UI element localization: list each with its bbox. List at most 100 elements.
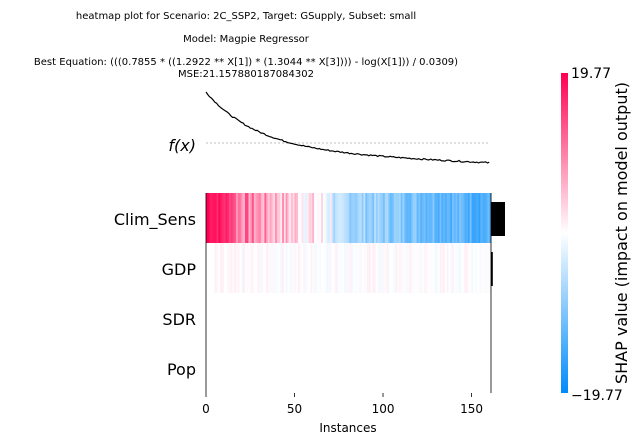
heat-cell-gdp-93 [370, 243, 373, 293]
heat-cell-gdp-105 [391, 243, 395, 293]
heat-cell-gdp-143 [459, 243, 462, 293]
heat-cell-gdp-25 [250, 243, 253, 293]
heat-cell-gdp-39 [275, 243, 278, 293]
heat-cell-gdp-12 [227, 243, 230, 293]
heat-cell-gdp-4 [213, 243, 216, 293]
heat-cell-gdp-24 [248, 243, 251, 293]
heat-cell-clim-sens-63 [317, 193, 320, 243]
heat-cell-clim-sens-127 [430, 193, 433, 243]
heat-cell-clim-sens-36 [269, 193, 272, 243]
heat-cell-gdp-142 [457, 243, 460, 293]
heat-cell-clim-sens-87 [360, 193, 363, 243]
heat-cell-clim-sens-94 [372, 193, 375, 243]
title-line-4: MSE:21.157880187084302 [178, 69, 314, 80]
heat-cell-clim-sens-62 [315, 193, 318, 243]
heat-cell-gdp-35 [267, 243, 271, 293]
heat-cell-clim-sens-153 [476, 193, 480, 243]
heat-cell-clim-sens-123 [423, 193, 426, 243]
heat-cell-clim-sens-24 [248, 193, 251, 243]
heat-cell-clim-sens-20 [241, 193, 244, 243]
heat-cell-gdp-104 [390, 243, 393, 293]
heat-cell-clim-sens-120 [418, 193, 421, 243]
heat-cell-clim-sens-47 [289, 193, 292, 243]
heat-cell-gdp-124 [425, 243, 428, 293]
heat-cell-clim-sens-100 [383, 193, 386, 243]
heat-cell-clim-sens-116 [411, 193, 414, 243]
x-tick-label-0: 0 [202, 402, 210, 416]
heat-cell-gdp-41 [278, 243, 281, 293]
heat-cell-gdp-92 [368, 243, 372, 293]
heat-cell-gdp-146 [464, 243, 467, 293]
heat-cell-clim-sens-26 [252, 193, 255, 243]
heat-cell-clim-sens-37 [271, 193, 274, 243]
heat-cell-clim-sens-67 [324, 193, 327, 243]
heat-cell-clim-sens-117 [413, 193, 416, 243]
heat-cell-gdp-28 [255, 243, 258, 293]
heat-cell-clim-sens-143 [459, 193, 462, 243]
heat-cell-clim-sens-125 [427, 193, 430, 243]
colorbar-max-label: 19.77 [571, 66, 611, 82]
heat-cell-gdp-68 [326, 243, 329, 293]
heat-cell-clim-sens-121 [420, 193, 423, 243]
heat-cell-gdp-72 [333, 243, 336, 293]
heat-cell-gdp-10 [223, 243, 226, 293]
heat-cell-clim-sens-104 [390, 193, 393, 243]
heat-cell-gdp-150 [471, 243, 474, 293]
heat-cell-clim-sens-152 [475, 193, 478, 243]
heat-cell-clim-sens-113 [406, 193, 409, 243]
heat-cell-gdp-89 [363, 243, 366, 293]
heat-cell-gdp-157 [483, 243, 487, 293]
heat-cell-gdp-70 [329, 243, 333, 293]
heat-cell-clim-sens-99 [381, 193, 384, 243]
heat-cell-clim-sens-83 [352, 193, 356, 243]
heat-cell-gdp-156 [482, 243, 485, 293]
heat-cell-gdp-18 [237, 243, 241, 293]
heat-cell-clim-sens-4 [213, 193, 216, 243]
heat-cell-clim-sens-53 [299, 193, 302, 243]
heat-cell-gdp-128 [432, 243, 435, 293]
heat-cell-clim-sens-131 [437, 193, 441, 243]
heat-cell-clim-sens-65 [321, 193, 324, 243]
heat-cell-clim-sens-92 [368, 193, 372, 243]
heat-cell-gdp-139 [452, 243, 455, 293]
heat-cell-clim-sens-77 [342, 193, 345, 243]
heat-cell-gdp-6 [216, 243, 219, 293]
heat-cell-gdp-32 [262, 243, 265, 293]
heat-cell-clim-sens-8 [220, 193, 223, 243]
title-line-3: Best Equation: (((0.7855 * ((1.2922 ** X… [34, 57, 458, 68]
heat-cell-gdp-1 [207, 243, 210, 293]
heat-cell-gdp-129 [434, 243, 437, 293]
heat-cell-clim-sens-122 [421, 193, 425, 243]
heat-cell-clim-sens-30 [259, 193, 262, 243]
x-tick-label-3: 150 [460, 402, 483, 416]
heat-cell-clim-sens-136 [446, 193, 449, 243]
heat-cell-clim-sens-58 [308, 193, 311, 243]
heat-cell-clim-sens-158 [485, 193, 488, 243]
heat-cell-clim-sens-89 [363, 193, 366, 243]
heat-cell-gdp-94 [372, 243, 375, 293]
x-axis-label: Instances [319, 421, 376, 435]
heat-cell-gdp-33 [264, 243, 267, 293]
heat-cell-gdp-71 [331, 243, 334, 293]
heat-cell-gdp-26 [252, 243, 255, 293]
heat-cell-gdp-67 [324, 243, 327, 293]
heat-cell-clim-sens-42 [280, 193, 283, 243]
heat-cell-gdp-40 [276, 243, 279, 293]
title-line-1: heatmap plot for Scenario: 2C_SSP2, Targ… [76, 11, 416, 22]
colorbar-min-label: −19.77 [571, 388, 623, 404]
heat-cell-clim-sens-6 [216, 193, 219, 243]
heat-cell-clim-sens-139 [452, 193, 455, 243]
heat-cell-gdp-99 [381, 243, 384, 293]
heat-cell-clim-sens-19 [239, 193, 242, 243]
heat-cell-gdp-20 [241, 243, 244, 293]
heat-cell-gdp-52 [298, 243, 301, 293]
heat-cell-clim-sens-73 [335, 193, 338, 243]
heat-cell-gdp-125 [427, 243, 430, 293]
heat-cell-clim-sens-79 [345, 193, 349, 243]
heat-cell-gdp-63 [317, 243, 320, 293]
heat-cell-gdp-42 [280, 243, 283, 293]
heat-cell-clim-sens-128 [432, 193, 435, 243]
heat-cell-clim-sens-154 [478, 193, 481, 243]
heat-cell-gdp-107 [395, 243, 398, 293]
heat-cell-clim-sens-141 [455, 193, 458, 243]
